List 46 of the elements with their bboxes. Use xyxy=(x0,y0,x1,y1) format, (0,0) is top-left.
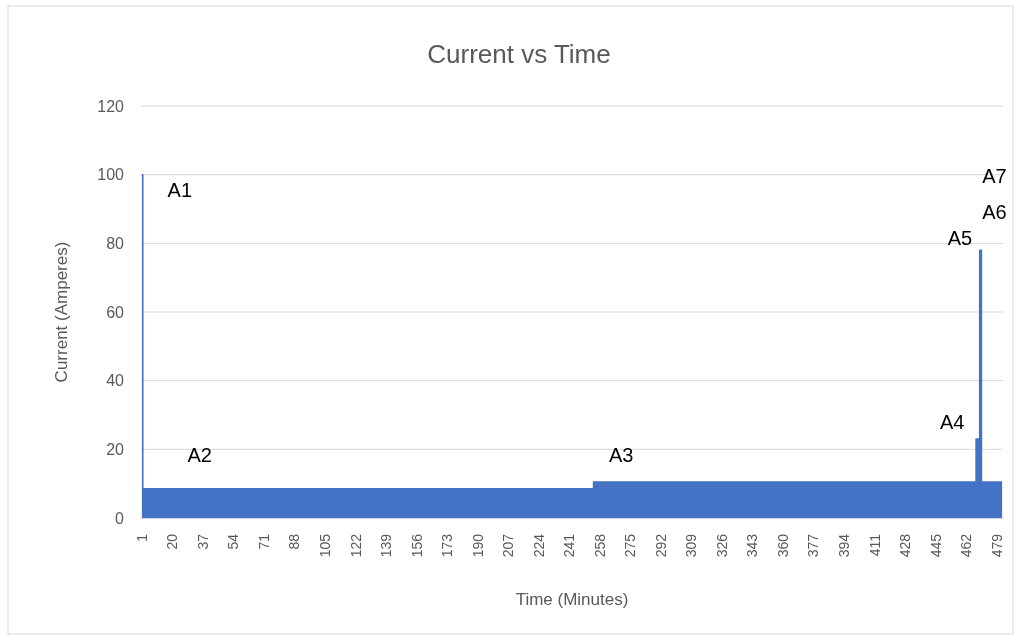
x-tick-label: 292 xyxy=(652,533,669,558)
annotation: A1 xyxy=(167,179,193,201)
x-axis-title: Time (Minutes) xyxy=(515,590,629,609)
annotation: A7 xyxy=(982,165,1007,187)
x-tick-label: 309 xyxy=(683,533,700,558)
annotation: A3 xyxy=(608,444,634,466)
x-tick-label: 139 xyxy=(378,533,395,558)
annotation: A6 xyxy=(982,201,1007,223)
x-tick-label: 190 xyxy=(469,533,486,558)
x-tick-label: 20 xyxy=(164,533,181,550)
x-tick-label: 326 xyxy=(713,533,730,558)
y-tick-label: 60 xyxy=(106,303,125,321)
annotation: A4 xyxy=(939,411,965,433)
x-tick-label: 445 xyxy=(927,533,944,558)
x-tick-label: 224 xyxy=(530,533,547,558)
x-tick-label: 37 xyxy=(194,533,211,550)
y-tick-label: 80 xyxy=(106,234,125,252)
x-tick-label: 122 xyxy=(347,533,364,558)
x-tick-label: 105 xyxy=(316,533,333,558)
y-tick-label: 20 xyxy=(106,440,125,458)
x-tick-label: 428 xyxy=(897,533,914,558)
x-tick-label: 1 xyxy=(133,533,150,542)
x-tick-label: 377 xyxy=(805,533,822,558)
y-tick-label: 100 xyxy=(97,166,125,184)
y-tick-label: 120 xyxy=(97,97,125,115)
x-tick-label: 88 xyxy=(286,533,303,550)
y-tick-label: 0 xyxy=(115,509,125,527)
x-tick-label: 411 xyxy=(866,533,883,557)
x-tick-label: 173 xyxy=(439,533,456,558)
x-tick-label: 360 xyxy=(774,533,791,558)
y-tick-label: 40 xyxy=(106,372,125,390)
x-tick-label: 275 xyxy=(622,533,639,558)
annotation: A5 xyxy=(947,227,973,249)
x-tick-label: 241 xyxy=(561,533,578,558)
x-tick-label: 479 xyxy=(988,533,1005,558)
x-tick-label: 54 xyxy=(225,533,242,550)
x-tick-label: 258 xyxy=(591,533,608,558)
chart-title: Current vs Time xyxy=(427,39,611,69)
annotation: A2 xyxy=(187,444,212,466)
x-tick-label: 207 xyxy=(500,533,517,558)
x-tick-label: 462 xyxy=(958,533,975,558)
y-axis-title: Current (Amperes) xyxy=(52,241,71,383)
x-tick-label: 394 xyxy=(835,533,852,558)
x-tick-label: 71 xyxy=(255,533,272,550)
x-tick-label: 156 xyxy=(408,533,425,558)
x-tick-label: 343 xyxy=(744,533,761,558)
